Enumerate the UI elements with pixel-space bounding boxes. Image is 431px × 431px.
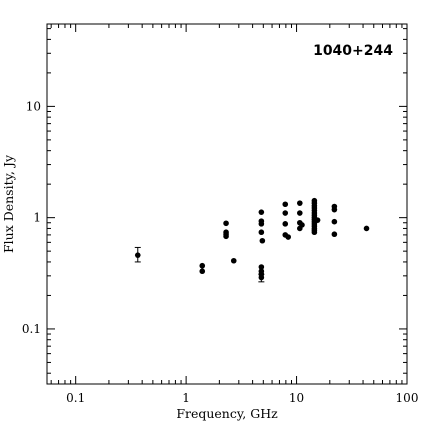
data-point (311, 229, 318, 236)
data-point (199, 262, 206, 269)
data-point (199, 268, 206, 275)
data-point (258, 229, 265, 236)
x-tick-label: 1 (182, 391, 190, 405)
major-ticks (47, 24, 408, 384)
data-point (223, 220, 229, 227)
x-axis-title: Frequency, GHz (176, 406, 278, 421)
y-tick-labels: 0.1 1 10 (22, 99, 41, 336)
data-point (297, 210, 303, 216)
data-point (230, 257, 237, 264)
data-point (259, 237, 266, 244)
data-point (331, 231, 338, 238)
x-tick-label: 100 (396, 391, 419, 405)
data-point (285, 234, 291, 240)
source-annotation: 1040+244 (313, 43, 393, 59)
plot-frame (46, 23, 408, 385)
x-tick-label: 0.1 (66, 391, 85, 405)
y-axis-title: Flux Density, Jy (1, 154, 16, 253)
data-point (314, 217, 321, 223)
data-point (134, 252, 141, 258)
data-point (258, 221, 265, 227)
x-tick-label: 10 (289, 391, 304, 405)
y-tick-label: 10 (26, 99, 41, 113)
y-tick-label: 0.1 (22, 322, 41, 336)
data-point (331, 206, 338, 213)
data-points (134, 197, 370, 283)
x-tick-labels: 0.1 1 10 100 (66, 391, 418, 405)
data-point (297, 200, 303, 206)
y-tick-label: 1 (33, 211, 41, 225)
data-point (223, 233, 229, 240)
data-point (258, 264, 265, 270)
data-point (258, 274, 265, 281)
data-point (282, 221, 289, 227)
data-point (282, 201, 289, 208)
data-point (331, 218, 338, 225)
data-point (297, 225, 303, 232)
data-point (363, 225, 370, 232)
minor-ticks (47, 24, 407, 384)
data-point (258, 209, 265, 215)
data-point (282, 210, 289, 216)
